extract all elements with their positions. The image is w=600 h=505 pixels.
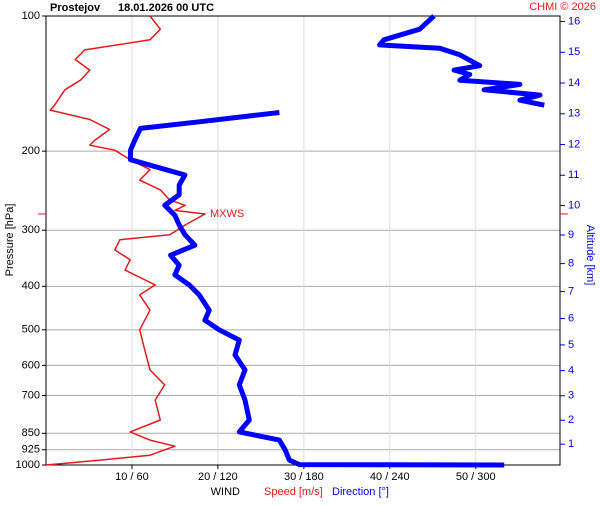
y2-tick-label: 2 bbox=[568, 414, 574, 426]
y2-tick-label: 1 bbox=[568, 438, 574, 450]
y2-tick-label: 9 bbox=[568, 229, 574, 241]
y-tick-label: 100 bbox=[22, 10, 40, 22]
y-axis-label: Pressure [hPa] bbox=[4, 204, 16, 277]
y2-tick-label: 6 bbox=[568, 312, 574, 324]
x-tick-label: 10 / 60 bbox=[115, 471, 149, 483]
y-tick-label: 200 bbox=[22, 145, 40, 157]
y2-tick-label: 16 bbox=[568, 15, 580, 27]
y2-tick-label: 10 bbox=[568, 199, 580, 211]
x-tick-label: 30 / 180 bbox=[284, 471, 324, 483]
legend-entry: Speed [m/s] bbox=[264, 486, 323, 498]
profile-line bbox=[128, 14, 545, 468]
y-tick-label: 500 bbox=[22, 324, 40, 336]
x-tick-label: 20 / 120 bbox=[198, 471, 238, 483]
x-axis-label: WIND bbox=[211, 486, 240, 498]
y2-tick-label: 14 bbox=[568, 77, 580, 89]
x-tick-label: 50 / 300 bbox=[456, 471, 496, 483]
y2-tick-label: 12 bbox=[568, 138, 580, 150]
y-tick-label: 1000 bbox=[16, 459, 40, 471]
annotation: MXWS bbox=[210, 208, 244, 220]
y2-tick-label: 11 bbox=[568, 169, 579, 181]
chart-title: Prostejov bbox=[50, 2, 101, 14]
chart-subtitle: 18.01.2026 00 UTC bbox=[118, 2, 214, 14]
y2-tick-label: 8 bbox=[568, 258, 574, 270]
y2-tick-label: 13 bbox=[568, 108, 580, 120]
y-tick-label: 700 bbox=[22, 389, 40, 401]
y-tick-label: 400 bbox=[22, 280, 40, 292]
profile-line bbox=[45, 15, 206, 466]
y2-tick-label: 5 bbox=[568, 339, 574, 351]
y-tick-label: 850 bbox=[22, 427, 40, 439]
y2-tick-label: 3 bbox=[568, 390, 574, 402]
x-tick-label: 40 / 240 bbox=[370, 471, 410, 483]
y-tick-label: 300 bbox=[22, 224, 40, 236]
credit: CHMI © 2026 bbox=[529, 1, 596, 13]
y2-tick-label: 15 bbox=[568, 46, 580, 58]
y-tick-label: 925 bbox=[22, 444, 40, 456]
y-tick-label: 600 bbox=[22, 359, 40, 371]
y2-tick-label: 7 bbox=[568, 285, 574, 297]
y2-axis-label: Altitude [km] bbox=[584, 225, 596, 286]
y2-tick-label: 4 bbox=[568, 365, 574, 377]
legend-entry: Direction [°] bbox=[332, 486, 389, 498]
